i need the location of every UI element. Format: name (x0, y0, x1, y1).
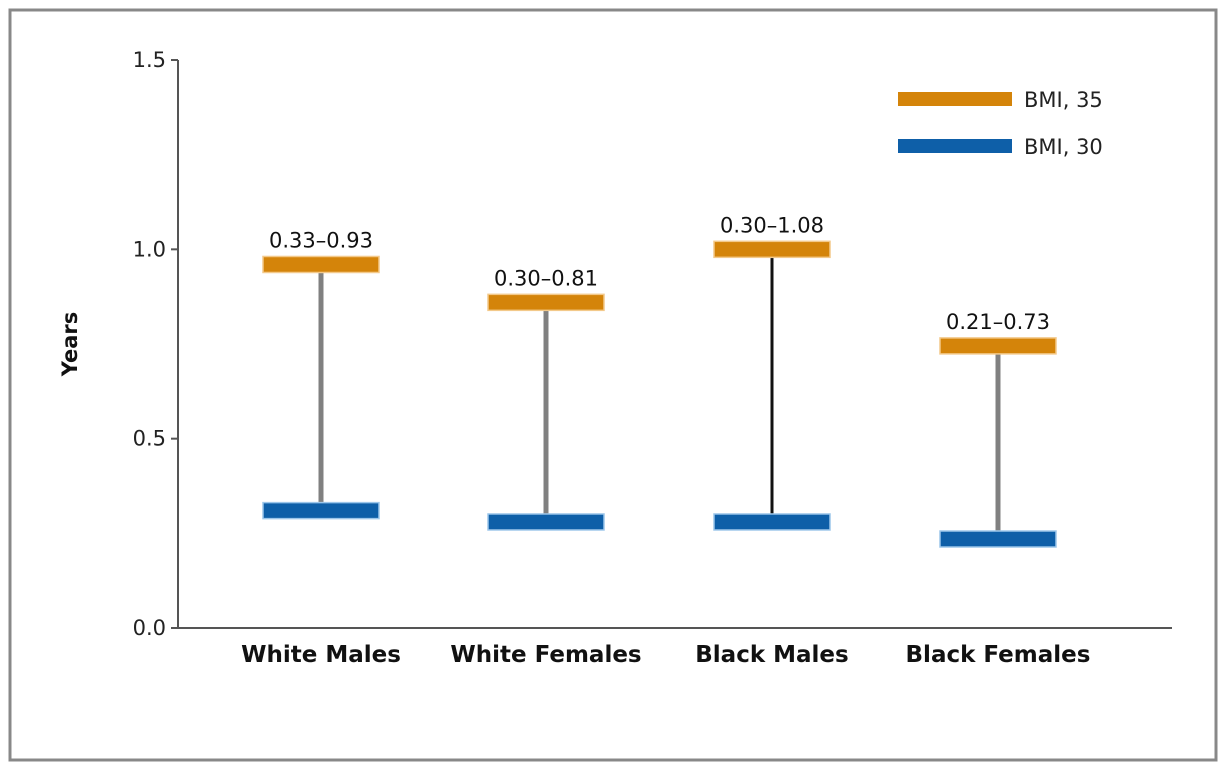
bar-bmi35 (713, 240, 831, 259)
y-axis-label: Years (58, 312, 82, 378)
y-tick-label: 1.0 (133, 237, 166, 261)
range-label: 0.33–0.93 (269, 228, 373, 252)
range-label: 0.30–0.81 (494, 266, 598, 290)
legend-swatch (898, 92, 1012, 106)
chart-border (8, 8, 1218, 762)
x-category-label: White Females (450, 642, 641, 668)
range-label: 0.30–1.08 (720, 213, 824, 237)
x-category-label: Black Females (906, 642, 1091, 668)
legend-label: BMI, 30 (1024, 135, 1103, 159)
legend-swatch (898, 139, 1012, 153)
bar-bmi35 (262, 255, 380, 274)
bar-bmi30 (487, 513, 605, 531)
x-category-label: Black Males (695, 642, 848, 668)
legend-label: BMI, 35 (1024, 88, 1103, 112)
x-category-label: White Males (241, 642, 401, 668)
plot-area: 0.0 0.5 1.0 1.5 Years 0.33–0.93 White Males 0.3… (58, 48, 1172, 668)
legend: BMI, 35 BMI, 30 (898, 88, 1103, 159)
bar-bmi30 (713, 513, 831, 531)
bar-bmi30 (939, 530, 1057, 548)
y-tick-label: 0.0 (133, 616, 166, 640)
bar-bmi35 (487, 293, 605, 312)
range-label: 0.21–0.73 (946, 310, 1050, 334)
y-tick-label: 1.5 (133, 48, 166, 72)
bar-bmi30 (262, 501, 380, 520)
bar-bmi35 (939, 337, 1057, 355)
y-tick-label: 0.5 (133, 427, 166, 451)
